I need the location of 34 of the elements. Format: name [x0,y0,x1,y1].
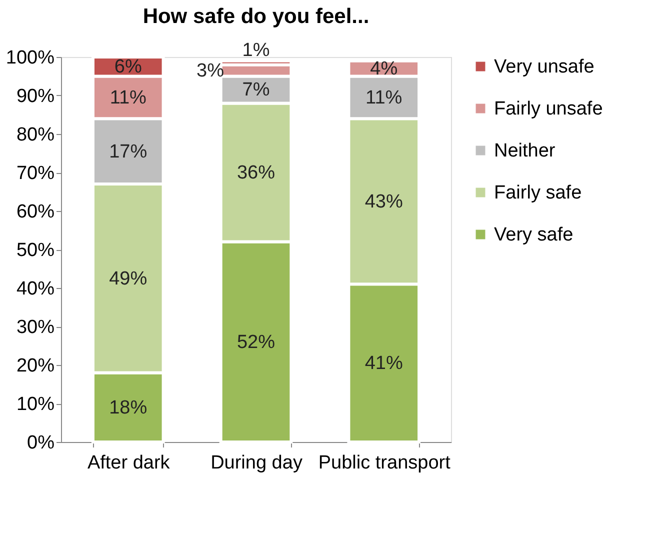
text: 11% [366,87,402,108]
text: 4% [370,58,398,80]
legend-label: Neither [494,140,556,162]
y-tick-label: 10% [16,394,55,415]
text: 52% [236,332,276,353]
y-tick-label: 80% [16,124,55,146]
x-tick-label: During day [210,452,303,474]
text: 3% [196,60,224,82]
y-tick-label: 100% [6,48,55,68]
y-tick-label: 30% [16,317,55,338]
text: 41% [364,353,403,374]
chart-title: How safe do you feel... [142,4,370,28]
x-tick-label: After dark [87,452,170,474]
text: 36% [236,162,276,184]
y-tick-label: 60% [16,202,55,222]
y-tick-label: 0% [27,432,55,454]
text: 49% [109,268,148,290]
text: 17% [109,141,148,162]
text: 18% [109,397,148,418]
text: 43% [364,191,403,212]
legend-label: Very safe [494,224,574,246]
legend-label: Very unsafe [494,56,594,78]
y-tick-label: 40% [16,278,55,300]
legend-label: Fairly safe [494,182,582,204]
text: 7% [242,80,270,101]
text: 6% [114,56,142,78]
text: 11% [110,87,146,108]
x-tick-label: Public transport [318,452,452,474]
y-tick-label: 20% [16,356,55,376]
y-tick-label: 70% [16,163,55,184]
y-tick-label: 50% [16,240,55,261]
text: 1% [242,40,270,61]
legend-label: Fairly unsafe [494,98,603,120]
y-tick-label: 90% [16,86,55,107]
